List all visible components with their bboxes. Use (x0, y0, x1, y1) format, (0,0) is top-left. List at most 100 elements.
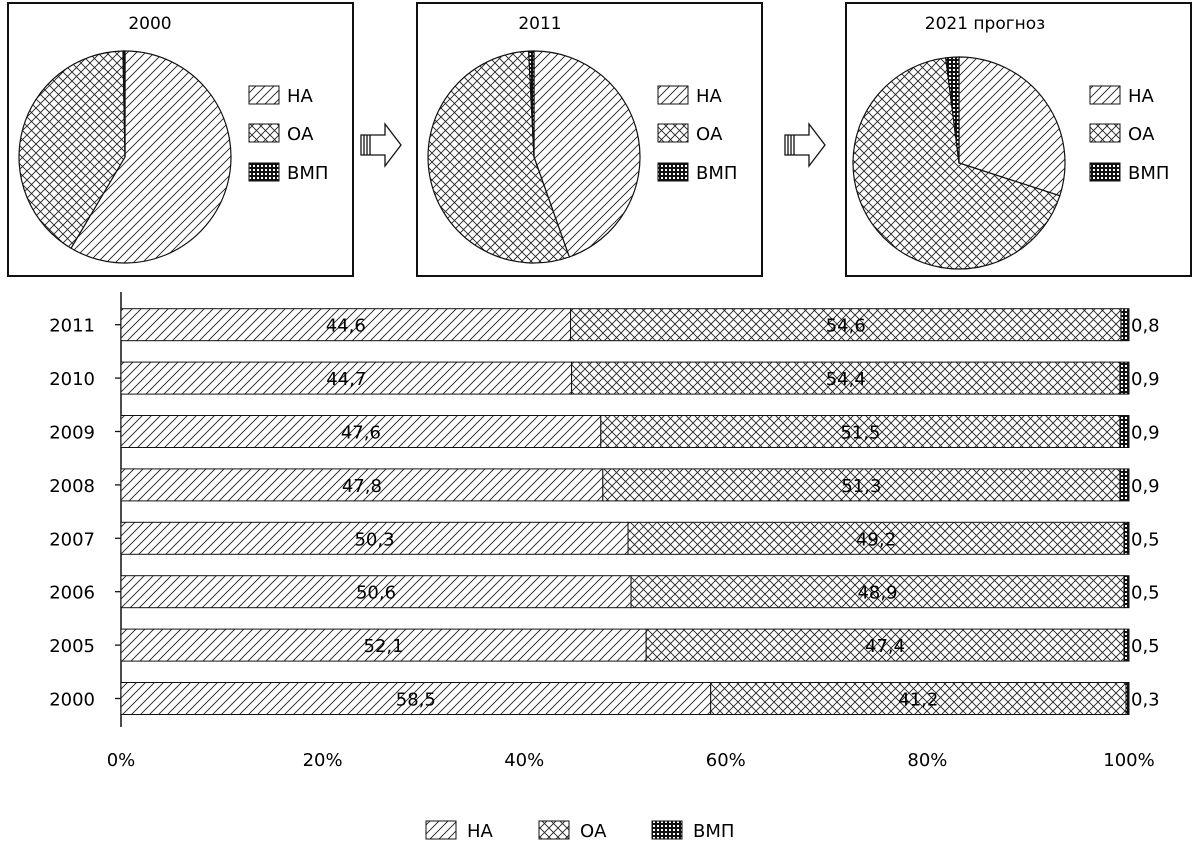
y-tick-label: 2009 (49, 423, 95, 444)
data-label: 0,9 (1131, 476, 1160, 497)
data-label: 0,8 (1131, 316, 1160, 337)
legend-swatch-na (248, 85, 280, 105)
legend-swatch-vmp (1089, 162, 1121, 182)
bar-segment-vmp (1119, 468, 1130, 502)
data-label: 50,6 (356, 583, 396, 604)
right-arrow-icon (784, 122, 826, 168)
pie-slice-na (958, 56, 1066, 197)
legend-label: НА (1128, 86, 1155, 107)
bar-segment-oa (570, 308, 1122, 342)
x-tick-label: 100% (1103, 750, 1154, 771)
pie-title: 2011 (518, 14, 561, 34)
bar-segment-na (120, 308, 572, 342)
data-label: 54,6 (826, 316, 866, 337)
data-label: 52,1 (364, 636, 404, 657)
data-label: 0,5 (1131, 529, 1160, 550)
stacked-bar-chart: 2011 44,6 54,6 0,8 2010 44,7 54,4 0,9 2009 47,6 51… (49, 292, 1160, 771)
data-label: 47,4 (865, 636, 905, 657)
legend-swatch-vmp (651, 820, 683, 840)
data-label: 0,5 (1131, 583, 1160, 604)
bar-segment-oa (710, 682, 1127, 715)
bar-segment-vmp (1120, 308, 1130, 342)
data-label: 49,2 (856, 529, 896, 550)
legend-label: НА (287, 86, 314, 107)
data-label: 48,9 (857, 583, 897, 604)
legend-swatch-oa (248, 123, 280, 143)
bar-segment-na (120, 361, 573, 395)
legend-swatch-na (1089, 85, 1121, 105)
data-label: 44,7 (326, 369, 366, 390)
bar-segment-oa (645, 628, 1125, 662)
bar-segment-vmp (1119, 415, 1130, 448)
pie-slice-na (533, 50, 641, 258)
y-tick-label: 2000 (49, 690, 95, 711)
y-tick-label: 2007 (49, 529, 95, 550)
bar-segment-na (120, 575, 632, 609)
pie-legend: НА ОА ВМП (248, 85, 328, 184)
legend-label: ВМП (1128, 163, 1169, 184)
right-arrow-icon (360, 122, 402, 168)
legend-label: ВМП (287, 163, 328, 184)
bar-segment-vmp (1123, 521, 1130, 555)
pie-chart (427, 50, 641, 264)
bar-segment-vmp (1125, 682, 1130, 715)
y-tick-label: 2008 (49, 476, 95, 497)
pie-legend: НА ОА ВМП (1089, 85, 1169, 184)
y-tick-label: 2005 (49, 636, 95, 657)
data-label: 47,6 (341, 423, 381, 444)
pie-chart (852, 56, 1066, 270)
data-label: 58,5 (396, 690, 436, 711)
bar-segment-oa (627, 521, 1125, 555)
bar-segment-na (120, 468, 604, 502)
bar-segment-vmp (1119, 361, 1130, 395)
legend-swatch-oa (657, 123, 689, 143)
x-tick-label: 80% (907, 750, 947, 771)
y-tick-label: 2006 (49, 583, 95, 604)
data-label: 0,5 (1131, 636, 1160, 657)
data-label: 51,5 (840, 423, 880, 444)
data-label: 44,6 (326, 316, 366, 337)
legend-swatch-na (425, 820, 457, 840)
x-tick-label: 20% (303, 750, 343, 771)
pie-title: 2021 прогноз (925, 14, 1045, 34)
data-label: 0,9 (1131, 423, 1160, 444)
pie-slice-vmp (528, 50, 535, 158)
pie-slice-oa (427, 50, 571, 264)
legend-swatch-oa (538, 820, 570, 840)
data-label: 41,2 (898, 690, 938, 711)
data-label: 0,9 (1131, 369, 1160, 390)
legend-label: НА (467, 821, 494, 841)
bar-segment-oa (602, 468, 1121, 502)
pie-slice-oa (18, 50, 126, 250)
legend-label: ВМП (693, 821, 734, 841)
pie-slice-na (70, 50, 232, 264)
bar-segment-na (120, 682, 712, 715)
pie-legend: НА ОА ВМП (657, 85, 737, 184)
legend-label: ОА (287, 124, 314, 145)
x-tick-label: 0% (107, 750, 136, 771)
legend-label: НА (696, 86, 723, 107)
data-label: 0,3 (1131, 690, 1160, 711)
legend-swatch-oa (1089, 123, 1121, 143)
legend-label: ОА (580, 821, 607, 841)
x-tick-label: 40% (504, 750, 544, 771)
legend-label: ОА (1128, 124, 1155, 145)
pie-slice-vmp (945, 56, 960, 164)
pie-slice-oa (852, 57, 1061, 270)
y-tick-label: 2010 (49, 369, 95, 390)
data-label: 50,3 (354, 529, 394, 550)
chart-legend: НА ОА ВМП (425, 820, 734, 841)
y-tick-label: 2011 (49, 316, 95, 337)
pie-chart (18, 50, 232, 264)
bar-segment-vmp (1123, 575, 1130, 609)
pie-title: 2000 (128, 14, 171, 34)
legend-swatch-vmp (248, 162, 280, 182)
bar-segment-na (120, 415, 602, 448)
data-label: 47,8 (342, 476, 382, 497)
pie-slice-vmp (122, 50, 126, 158)
data-label: 51,3 (841, 476, 881, 497)
legend-swatch-na (657, 85, 689, 105)
data-label: 54,4 (826, 369, 866, 390)
bar-segment-oa (571, 361, 1121, 395)
